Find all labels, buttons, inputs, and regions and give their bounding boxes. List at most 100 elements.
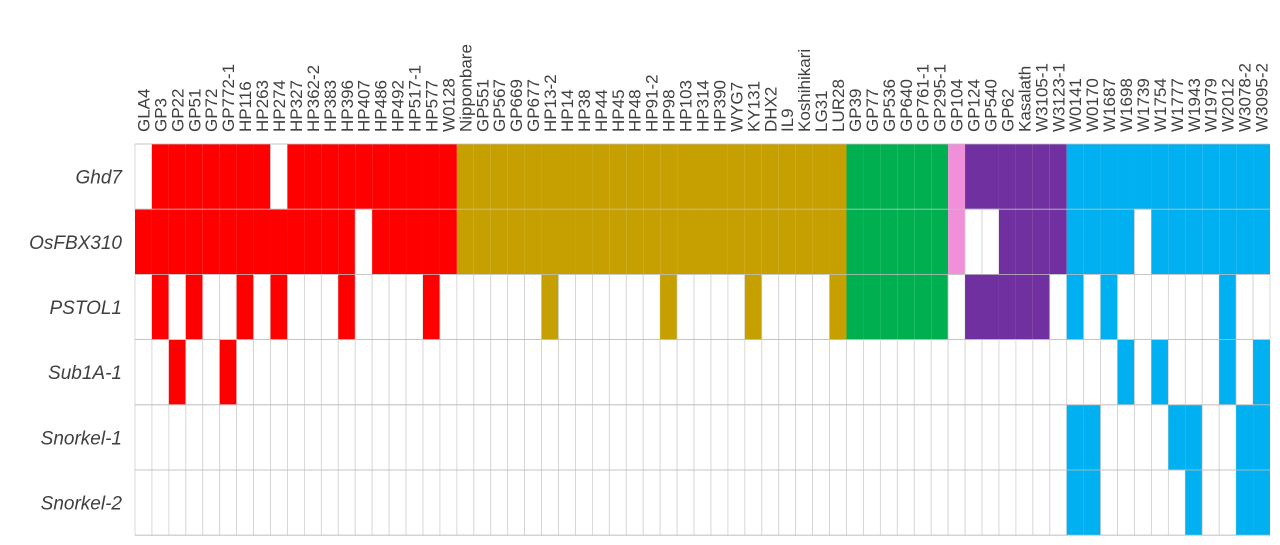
heatmap-cell [693,469,712,536]
heatmap-cell [913,404,932,471]
row-label: Ghd7 [76,168,124,189]
heatmap-cell [287,339,305,406]
column-labels: GLA4GP3GP22GP51GP72GP772-1HP116HP263HP27… [134,44,1271,132]
heatmap-cell [642,404,661,471]
heatmap-cell [1134,144,1152,210]
heatmap-cell [303,469,322,536]
heatmap-cell [846,144,864,210]
heatmap-cell [236,339,254,406]
heatmap-cell [1015,209,1033,275]
heatmap-cell [422,469,441,536]
heatmap-cell [727,339,746,406]
heatmap-cell [1151,339,1169,405]
heatmap-cell [1117,273,1135,340]
heatmap-cell [744,339,763,406]
heatmap-cell [863,209,881,275]
heatmap-cell [1117,339,1135,405]
heatmap-cell [185,404,204,471]
column-label: HP91-2 [643,74,662,132]
column-label: HP383 [321,80,340,132]
heatmap-cell [710,273,729,340]
heatmap-cell [507,469,526,536]
heatmap-cell [1151,144,1169,210]
heatmap-cell [405,339,424,406]
heatmap-cell [439,209,457,275]
heatmap-cell [846,209,864,275]
heatmap-cell [1253,144,1270,210]
heatmap-cell [1134,339,1152,406]
heatmap-cell [693,404,712,471]
heatmap-cell [812,144,830,210]
heatmap-cell [372,209,390,275]
heatmap-cell [863,404,881,471]
column-label: W0170 [1083,78,1102,132]
heatmap-cell [456,209,474,275]
heatmap-cell [897,274,915,340]
heatmap-cell [880,209,898,275]
heatmap-cell [829,274,847,340]
heatmap-cell [931,144,949,210]
heatmap-cell [676,339,695,406]
heatmap-cell [1184,273,1203,340]
heatmap-cell [812,339,830,406]
heatmap-cell [659,469,678,536]
heatmap-cell [829,469,847,536]
heatmap-cell [168,469,187,536]
heatmap-cell [981,208,1000,275]
heatmap-cell [761,469,780,536]
heatmap-cell [338,144,356,210]
heatmap-cell [151,274,169,340]
heatmap-cell [1066,144,1084,210]
heatmap-cell [456,469,475,536]
heatmap-cell [744,274,762,340]
column-label: GP536 [880,79,899,132]
heatmap-cell [677,144,695,210]
heatmap-cell [829,339,847,406]
heatmap-cell [287,144,305,210]
heatmap-cell [948,209,966,275]
heatmap-cell [270,143,288,210]
heatmap-cell [388,273,407,340]
heatmap-cell [541,144,559,210]
heatmap-cell [490,469,509,536]
heatmap-cell [524,209,542,275]
heatmap-cell [134,143,153,210]
heatmap-cell [354,339,373,406]
heatmap-cell [236,144,254,210]
heatmap-cell [1117,469,1135,536]
heatmap-cell [320,339,339,406]
heatmap-cell [1100,144,1118,210]
column-label: W1739 [1134,78,1153,132]
heatmap-cell [388,404,407,471]
heatmap-cell [1100,209,1118,275]
heatmap-cell [1235,273,1254,340]
heatmap-cell [727,144,745,210]
heatmap-cell [371,273,390,340]
heatmap-cell [1219,339,1237,405]
heatmap-cell [575,469,593,536]
heatmap-cell [896,469,915,536]
heatmap-cell [507,339,526,406]
heatmap-cell [1253,470,1270,536]
heatmap-cell [270,469,288,536]
heatmap-cell [947,339,966,406]
heatmap-cell [1219,209,1237,275]
heatmap-cell [1015,339,1034,406]
heatmap-cell [287,273,305,340]
heatmap-cell [1117,404,1135,471]
heatmap-cell [914,209,932,275]
heatmap-cell [354,208,373,275]
column-label: GP104 [948,79,967,132]
heatmap-cell [642,469,661,536]
heatmap-cell [846,339,864,406]
heatmap-cell [1032,339,1051,406]
heatmap-cell [643,144,661,210]
column-label: HP14 [558,89,577,132]
heatmap-cell [1032,404,1051,471]
heatmap-cell [1083,209,1101,275]
heatmap-cell [134,273,153,340]
heatmap-cell [1015,144,1033,210]
heatmap-cell [320,469,339,536]
column-label: WYG7 [727,82,746,132]
heatmap-cell [1032,274,1050,340]
